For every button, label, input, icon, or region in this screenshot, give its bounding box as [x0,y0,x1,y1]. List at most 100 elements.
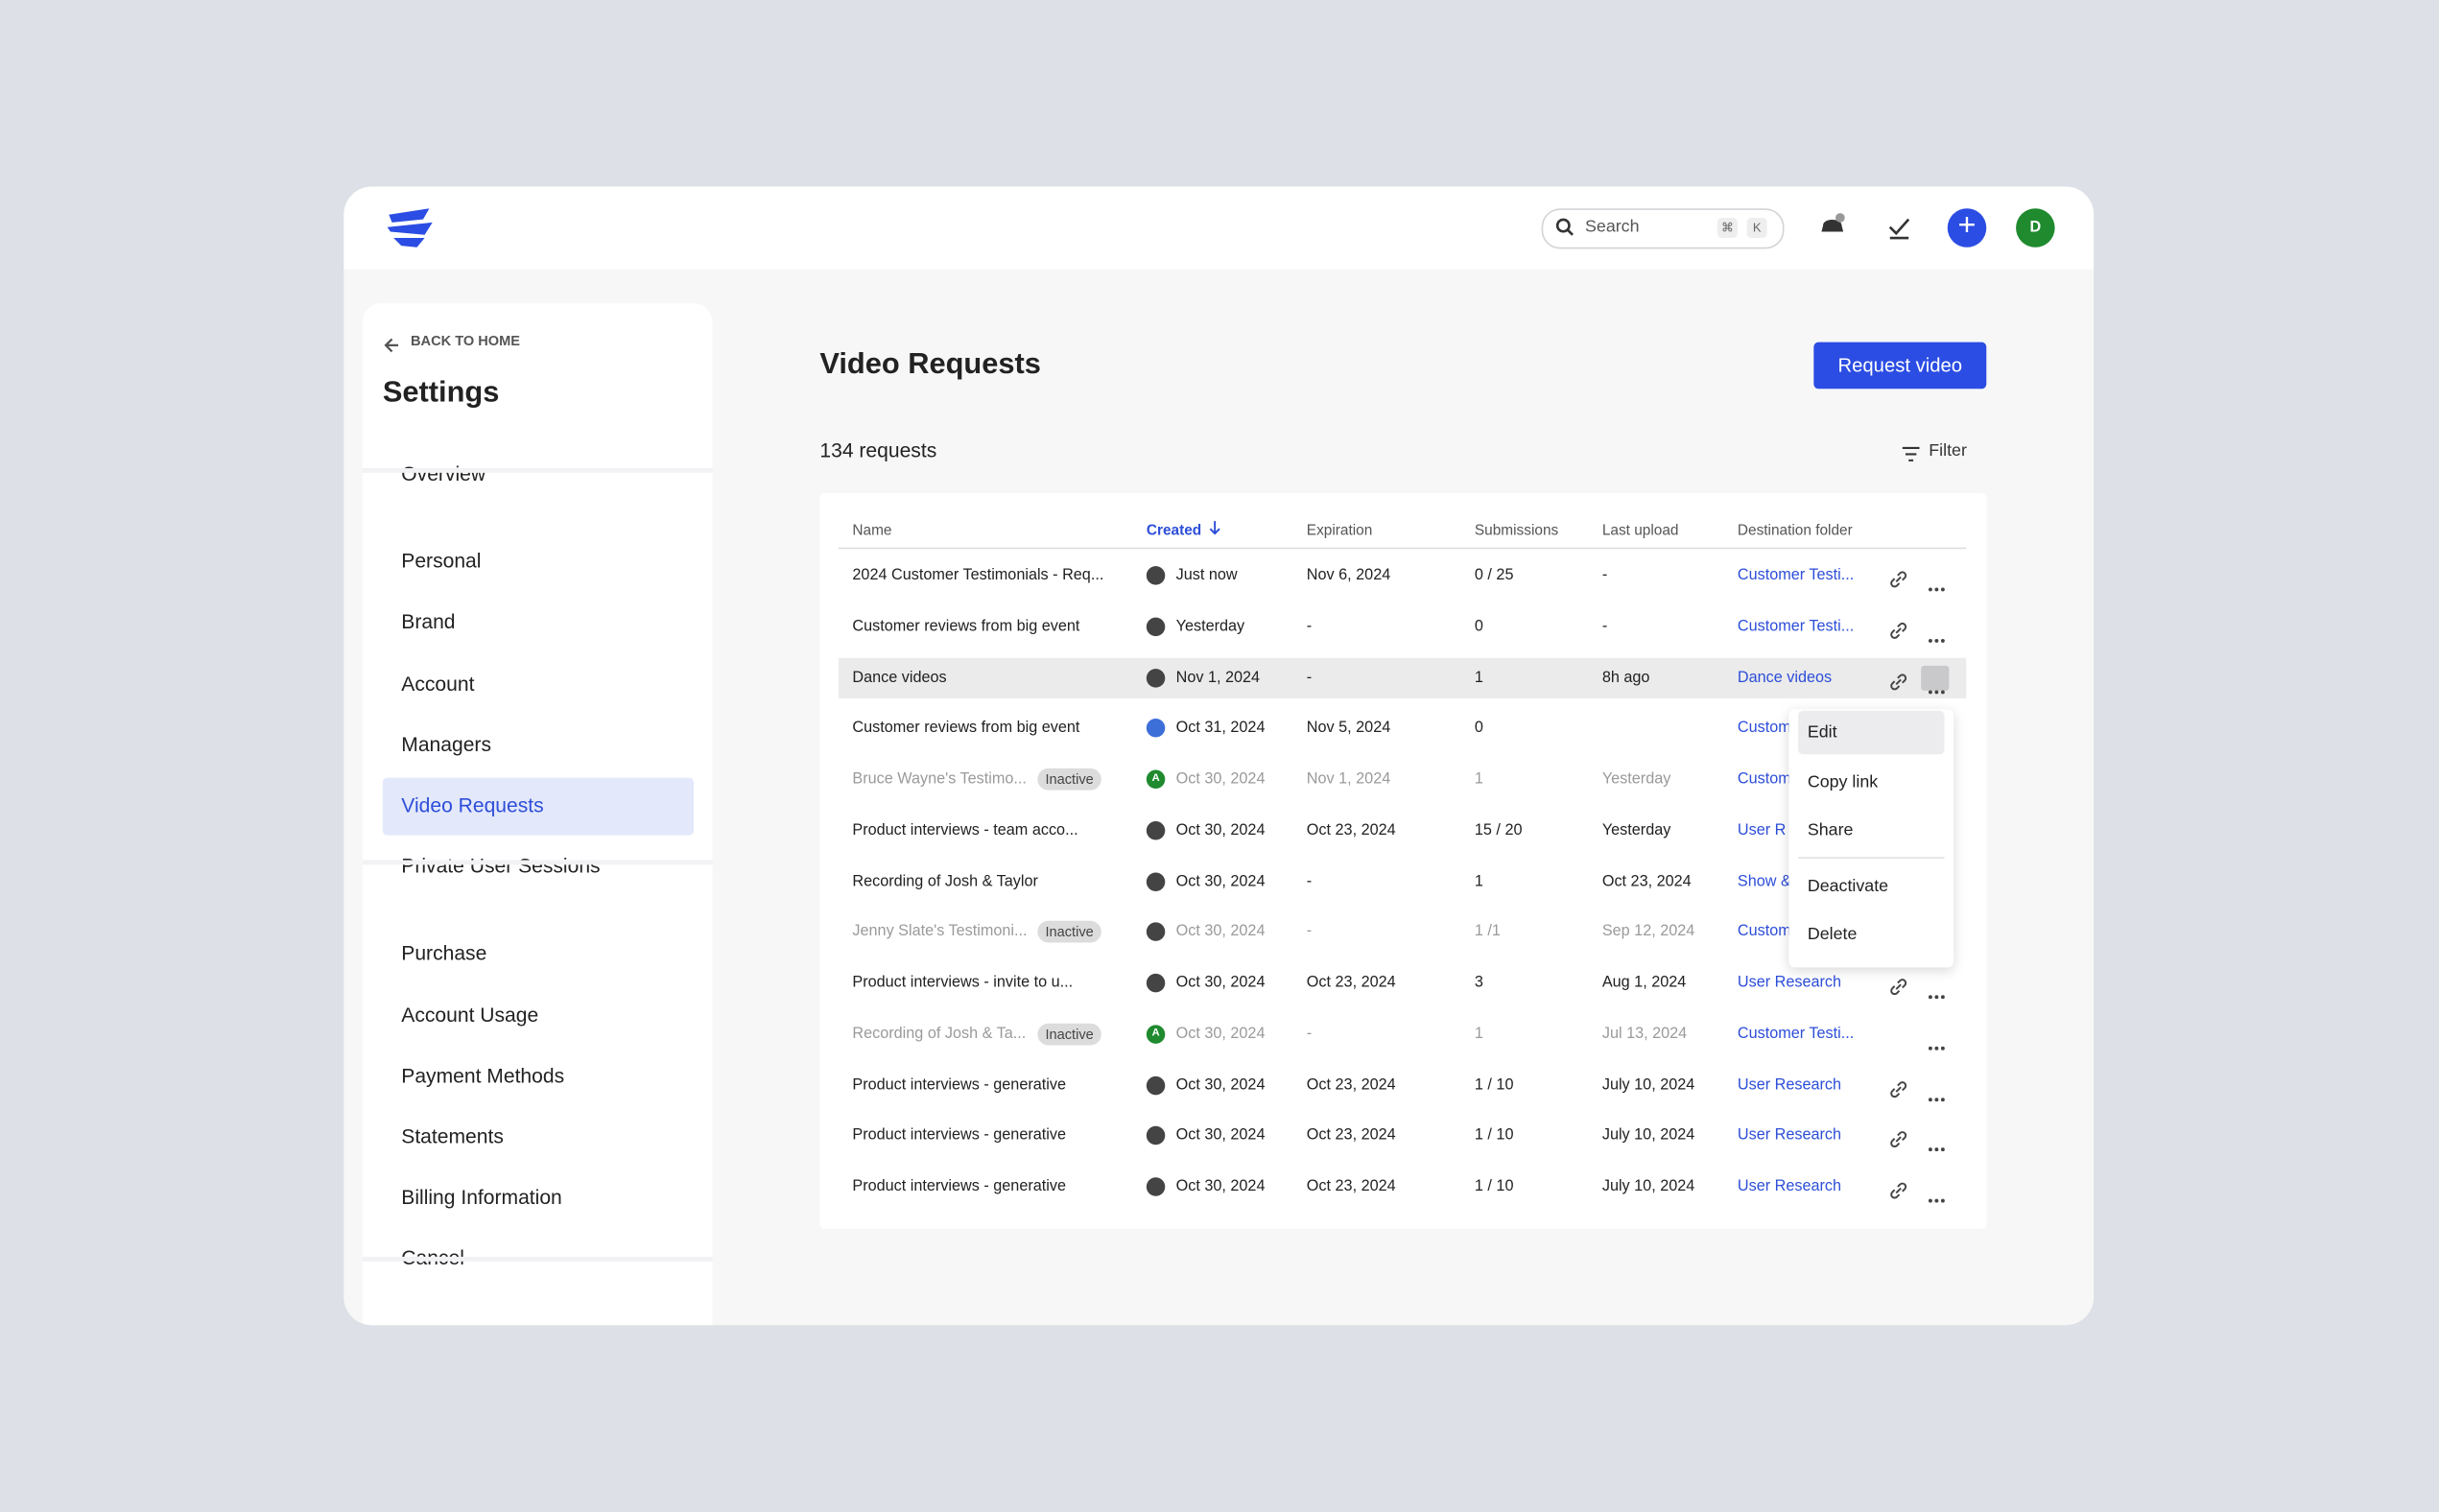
nav-item[interactable]: Managers [401,732,491,756]
name-cell[interactable]: Product interviews - generative [852,1126,1067,1145]
created-cell: Oct 30, 2024 [1175,872,1266,890]
user-avatar[interactable]: D [2016,208,2055,248]
folder-cell[interactable]: Customer Testi... [1737,1025,1855,1043]
submissions-cell: 1 [1474,770,1483,789]
folder-cell[interactable]: Custom [1737,770,1791,789]
column-header[interactable]: Created [1146,522,1202,540]
name-cell[interactable]: Recording of Josh & Ta... [852,1025,1027,1043]
folder-cell[interactable]: User Research [1737,1126,1842,1145]
back-link[interactable]: BACK TO HOME [410,332,521,349]
last-upload-cell: Yesterday [1601,770,1671,789]
folder-cell[interactable]: Custom [1737,720,1791,738]
avatar [1146,617,1166,636]
copy-link-icon[interactable] [1890,568,1907,596]
column-header[interactable]: Name [852,522,892,540]
copy-link-icon[interactable] [1890,1128,1907,1156]
created-cell: Oct 30, 2024 [1175,1025,1266,1043]
more-icon[interactable] [1928,1082,1946,1110]
filter-button[interactable]: Filter [1929,441,1967,461]
menu-item[interactable]: Copy link [1807,771,1879,791]
divider [362,861,713,866]
last-upload-cell: - [1601,618,1608,635]
more-icon[interactable] [1928,1030,1946,1058]
name-cell[interactable]: Product interviews - generative [852,1178,1067,1195]
folder-cell[interactable]: Customer Testi... [1737,618,1855,635]
nav-item[interactable]: Account [401,671,475,696]
folder-cell[interactable]: Customer Testi... [1737,566,1855,584]
more-icon[interactable] [1928,1133,1946,1161]
column-header[interactable]: Destination folder [1737,522,1853,540]
name-cell[interactable]: Recording of Josh & Taylor [852,872,1038,890]
name-cell[interactable]: 2024 Customer Testimonials - Req... [852,566,1104,584]
folder-cell[interactable]: User Research [1737,1075,1842,1094]
request-video-button[interactable]: Request video [1813,342,1987,390]
nav-item[interactable]: Private User Sessions [401,854,601,878]
name-cell[interactable]: Jenny Slate's Testimoni... [852,923,1028,941]
tasks-icon[interactable] [1887,215,1912,240]
column-header[interactable]: Submissions [1474,522,1559,540]
submissions-cell: 15 / 20 [1474,821,1523,839]
more-icon[interactable] [1928,1184,1946,1212]
more-icon[interactable] [1928,980,1946,1007]
folder-cell[interactable]: Show & [1737,872,1791,890]
submissions-cell: 1 [1474,872,1483,890]
more-icon[interactable] [1928,624,1946,651]
column-header[interactable]: Last upload [1601,522,1679,540]
copy-link-icon[interactable] [1890,1077,1907,1105]
search-box[interactable] [1541,208,1785,249]
logo[interactable] [386,208,436,248]
expiration-cell: - [1306,669,1313,686]
folder-cell[interactable]: User R [1737,821,1787,839]
back-icon[interactable] [384,333,399,361]
copy-link-icon[interactable] [1890,975,1907,1003]
name-cell[interactable]: Bruce Wayne's Testimo... [852,770,1027,789]
shortcut-key: K [1746,217,1767,239]
menu-item[interactable]: Deactivate [1807,876,1889,896]
folder-cell[interactable]: User Research [1737,974,1842,992]
name-cell[interactable]: Product interviews - invite to u... [852,974,1074,992]
expiration-cell: Oct 23, 2024 [1306,1178,1396,1195]
copy-link-icon[interactable] [1890,1179,1907,1207]
avatar [1146,973,1166,993]
nav-item[interactable]: Account Usage [401,1003,539,1027]
column-header[interactable]: Expiration [1306,522,1373,540]
create-button[interactable]: + [1947,208,1987,248]
menu-item[interactable]: Edit [1807,722,1837,742]
more-icon[interactable] [1928,573,1946,601]
app-window: Search + D ⌘ K BACK TO HOME Settings Overvi… [343,186,2095,1326]
nav-item[interactable]: Personal [401,549,482,573]
folder-cell[interactable]: Dance videos [1737,669,1833,686]
name-cell[interactable]: Product interviews - team acco... [852,821,1078,839]
nav-item[interactable]: Brand [401,610,456,634]
name-cell[interactable]: Product interviews - generative [852,1075,1067,1094]
submissions-cell: 0 [1474,618,1483,635]
avatar [1146,1075,1166,1095]
more-icon[interactable] [1928,674,1946,702]
name-cell[interactable]: Customer reviews from big event [852,618,1080,635]
created-cell: Oct 30, 2024 [1175,1075,1266,1094]
copy-link-icon[interactable] [1890,619,1907,647]
notifications-icon[interactable] [1818,211,1846,242]
last-upload-cell: - [1601,566,1608,584]
filter-icon[interactable] [1902,441,1920,469]
search-placeholder: Search [1585,217,1640,237]
copy-link-icon[interactable] [1890,670,1907,697]
submissions-cell: 0 [1474,720,1483,738]
nav-item[interactable]: Video Requests [401,792,544,817]
nav-item[interactable]: Purchase [401,941,487,965]
name-cell[interactable]: Dance videos [852,669,947,686]
submissions-cell: 3 [1474,974,1483,992]
nav-item[interactable]: Payment Methods [401,1063,565,1087]
folder-cell[interactable]: Custom [1737,923,1791,941]
nav-item[interactable]: Overview [401,461,486,485]
menu-highlight [1798,710,1945,755]
name-cell[interactable]: Customer reviews from big event [852,720,1080,738]
nav-item[interactable]: Billing Information [401,1185,562,1209]
context-menu: Edit Copy link Share Deactivate Delete [1788,709,1954,968]
menu-item[interactable]: Share [1807,820,1854,840]
menu-item[interactable]: Delete [1807,925,1858,945]
created-cell: Yesterday [1175,618,1245,635]
divider [362,468,713,474]
folder-cell[interactable]: User Research [1737,1178,1842,1195]
nav-item[interactable]: Statements [401,1124,504,1148]
